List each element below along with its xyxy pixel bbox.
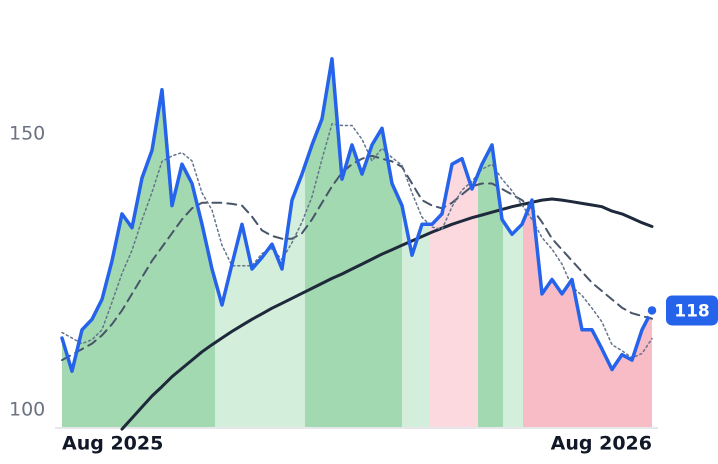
band-layer — [62, 58, 652, 428]
band — [478, 58, 503, 428]
series-line — [61, 123, 653, 359]
series-line — [60, 57, 654, 373]
x-tick-label: Aug 2025 — [62, 433, 163, 455]
band — [62, 58, 215, 428]
band — [215, 58, 305, 428]
value-badge — [666, 295, 718, 326]
band — [305, 58, 402, 428]
x-tick-label: Aug 2026 — [551, 433, 652, 455]
last-point — [645, 303, 659, 318]
line-layer — [60, 57, 654, 431]
series-line — [120, 197, 654, 431]
y-tick-label: 150 — [9, 122, 45, 144]
y-tick-label: 100 — [9, 398, 45, 420]
value-badge-label: 118 — [674, 301, 710, 321]
